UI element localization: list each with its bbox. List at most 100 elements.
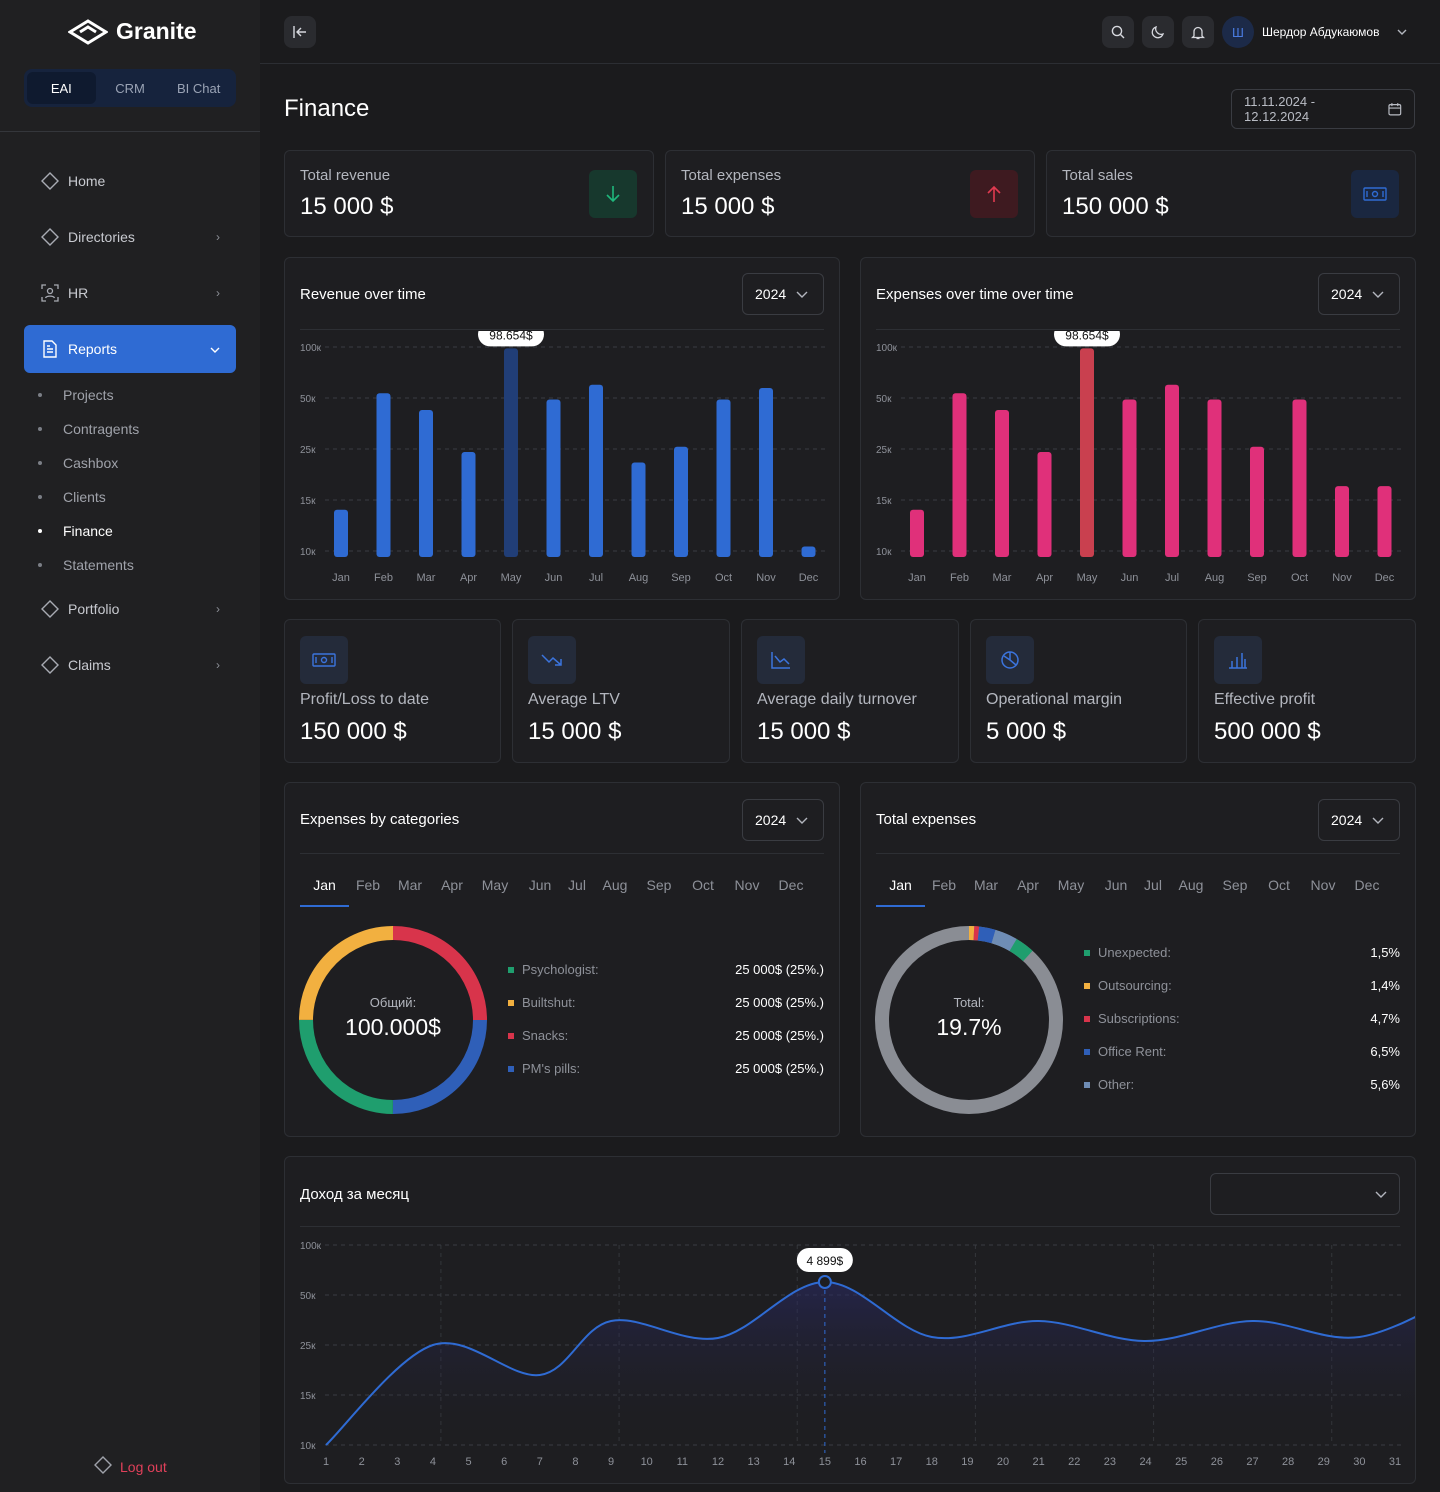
collapse-sidebar-button[interactable] — [284, 16, 316, 48]
tab-apr[interactable]: Apr — [441, 877, 463, 893]
tab-sep[interactable]: Sep — [1222, 877, 1248, 893]
tab-feb[interactable]: Feb — [355, 877, 381, 893]
diamond-icon — [94, 1456, 112, 1477]
tab-dec[interactable]: Dec — [1354, 877, 1380, 893]
bar[interactable] — [376, 393, 391, 557]
tab-nov[interactable]: Nov — [734, 877, 760, 893]
app-tab-eai[interactable]: EAI — [27, 72, 96, 104]
sidebar-item-portfolio[interactable]: Portfolio › — [24, 585, 236, 633]
bar[interactable] — [801, 546, 816, 558]
bar[interactable] — [952, 393, 967, 557]
tab-aug[interactable]: Aug — [1178, 877, 1204, 893]
bar[interactable] — [334, 509, 348, 557]
bar[interactable] — [995, 410, 1009, 557]
bar[interactable] — [1292, 399, 1307, 558]
logo[interactable]: Granite — [68, 18, 197, 45]
page-title: Finance — [284, 95, 370, 122]
sidebar-item-reports[interactable]: Reports — [24, 325, 236, 373]
sidebar-subitem-statements[interactable]: Statements — [38, 555, 134, 575]
bar[interactable] — [589, 384, 603, 557]
sidebar-subitem-clients[interactable]: Clients — [38, 487, 106, 507]
bar[interactable] — [1335, 486, 1349, 557]
year-select[interactable]: 2024 — [742, 273, 824, 315]
bar[interactable] — [759, 387, 773, 557]
y-tick-label: 15к — [300, 1391, 316, 1402]
metric-icon-box — [528, 636, 576, 684]
tab-sep[interactable]: Sep — [646, 877, 672, 893]
sidebar-item-label: Claims — [68, 657, 111, 673]
card-title: Доход за месяц — [300, 1186, 410, 1203]
sidebar-subitem-label: Statements — [63, 557, 134, 573]
tab-mar[interactable]: Mar — [397, 877, 423, 893]
date-range-picker[interactable]: 11.11.2024 - 12.12.2024 — [1231, 89, 1415, 129]
donut-segment[interactable] — [299, 926, 487, 1114]
tab-may[interactable]: May — [481, 877, 509, 893]
tab-oct[interactable]: Oct — [692, 877, 714, 893]
tab-nov[interactable]: Nov — [1310, 877, 1336, 893]
bar[interactable] — [546, 399, 561, 558]
sidebar-item-claims[interactable]: Claims › — [24, 641, 236, 689]
bullet-icon — [38, 563, 42, 567]
app-tab-crm[interactable]: CRM — [115, 80, 145, 96]
bar[interactable] — [1207, 399, 1222, 558]
theme-toggle-button[interactable] — [1142, 16, 1174, 48]
bar[interactable] — [631, 462, 646, 558]
year-select[interactable]: 2024 — [1318, 273, 1400, 315]
kpi-badge — [1351, 170, 1399, 218]
app-tab-bi-chat[interactable]: BI Chat — [177, 80, 221, 96]
highlight-point[interactable] — [817, 1275, 832, 1289]
tab-jan[interactable]: Jan — [876, 869, 925, 907]
x-tick-label: 8 — [572, 1456, 578, 1468]
legend-swatch — [508, 1032, 514, 1039]
x-tick-label: 15 — [819, 1456, 831, 1468]
sidebar-item-hr[interactable]: HR › — [24, 269, 236, 317]
bar[interactable] — [1122, 399, 1137, 558]
bar[interactable] — [716, 399, 731, 558]
tab-may[interactable]: May — [1057, 877, 1085, 893]
donut-segment[interactable] — [299, 926, 487, 1114]
tab-jul[interactable]: Jul — [568, 877, 586, 893]
bar[interactable] — [674, 446, 688, 557]
tab-jun[interactable]: Jun — [528, 877, 552, 893]
logout-button[interactable]: Log out — [94, 1456, 167, 1477]
sidebar-subitem-label: Cashbox — [63, 455, 119, 471]
tab-jul[interactable]: Jul — [1144, 877, 1162, 893]
donut-segment[interactable] — [875, 926, 1063, 1114]
year-select[interactable]: 2024 — [742, 799, 824, 841]
sidebar-subitem-projects[interactable]: Projects — [38, 385, 114, 405]
tab-dec[interactable]: Dec — [778, 877, 804, 893]
donut-segment[interactable] — [299, 926, 487, 1114]
bar[interactable] — [1377, 486, 1392, 557]
bar[interactable] — [1080, 348, 1094, 557]
user-menu[interactable]: Ш Шердор Абдукаюмов — [1222, 16, 1407, 48]
sidebar-subitem-contragents[interactable]: Contragents — [38, 419, 139, 439]
sidebar-subitem-finance[interactable]: Finance — [38, 521, 113, 541]
search-button[interactable] — [1102, 16, 1134, 48]
period-select[interactable] — [1210, 1173, 1400, 1215]
tab-aug[interactable]: Aug — [602, 877, 628, 893]
sidebar-subitem-cashbox[interactable]: Cashbox — [38, 453, 118, 473]
tab-apr[interactable]: Apr — [1017, 877, 1039, 893]
tab-mar[interactable]: Mar — [973, 877, 999, 893]
tab-feb[interactable]: Feb — [931, 877, 957, 893]
metric-icon-box — [986, 636, 1034, 684]
x-tick-label: 27 — [1246, 1456, 1258, 1468]
bar[interactable] — [504, 348, 518, 557]
metric-card-operational-margin: Operational margin 5 000 $ — [970, 619, 1187, 763]
bar[interactable] — [910, 509, 924, 557]
sidebar-item-home[interactable]: Home — [24, 157, 236, 205]
bar[interactable] — [419, 410, 433, 557]
bar[interactable] — [461, 452, 476, 557]
tab-jan[interactable]: Jan — [300, 869, 349, 907]
bar[interactable] — [1165, 384, 1179, 557]
bar[interactable] — [1037, 452, 1052, 557]
bar[interactable] — [1250, 446, 1264, 557]
tab-oct[interactable]: Oct — [1268, 877, 1290, 893]
year-select[interactable]: 2024 — [1318, 799, 1400, 841]
sidebar-item-directories[interactable]: Directories › — [24, 213, 236, 261]
sidebar-subitem-label: Finance — [63, 523, 113, 539]
notifications-button[interactable] — [1182, 16, 1214, 48]
x-tick-label: 6 — [501, 1456, 507, 1468]
metric-label: Profit/Loss to date — [300, 691, 429, 708]
tab-jun[interactable]: Jun — [1104, 877, 1128, 893]
